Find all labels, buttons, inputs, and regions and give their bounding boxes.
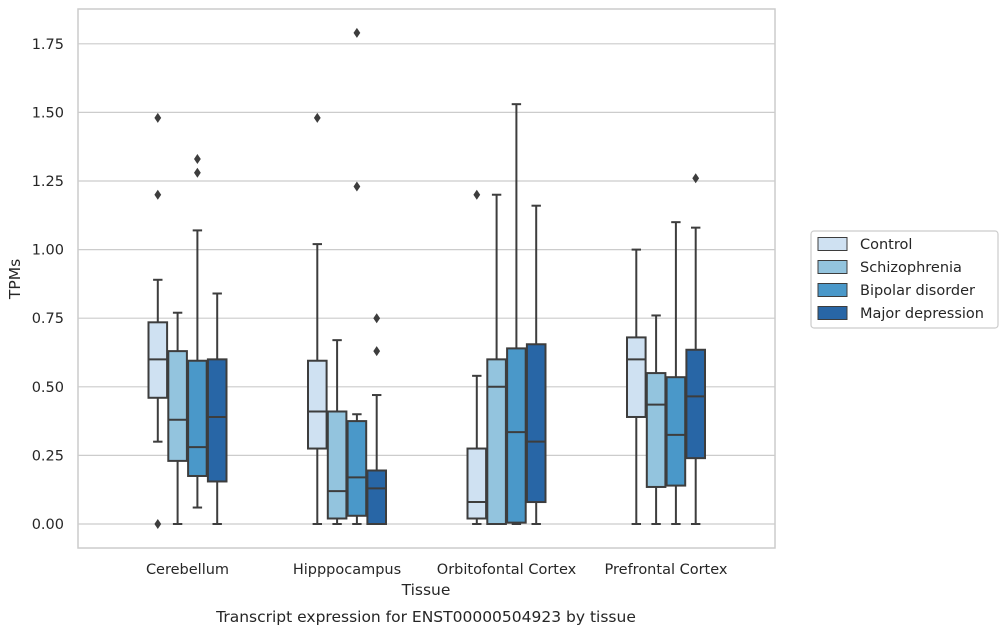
y-tick-label: 0.75 [32, 311, 64, 327]
box-iqr [366, 469, 387, 526]
y-tick-labels: 0.00 0.25 0.50 0.75 1.00 1.25 1.50 1.75 [32, 37, 64, 533]
box-control [466, 189, 488, 525]
box-iqr [206, 358, 228, 483]
box-bipolar-disorder [506, 103, 527, 525]
y-tick-label: 0.50 [32, 380, 64, 396]
box-iqr [167, 350, 188, 462]
box-major-depression [525, 204, 547, 525]
chart-caption: Transcript expression for ENST0000050492… [215, 608, 636, 626]
outlier-point [154, 189, 162, 200]
outlier-point [473, 189, 481, 200]
box-iqr [665, 376, 687, 487]
box-iqr [466, 447, 488, 520]
outlier-point [313, 112, 321, 123]
box-iqr [326, 410, 348, 520]
box-control [626, 248, 647, 525]
box-iqr [525, 343, 547, 504]
box-major-depression [366, 313, 387, 526]
legend-label: Major depression [860, 306, 984, 322]
x-axis-label: Tissue [401, 581, 451, 599]
outlier-point [692, 173, 700, 184]
box-schizophrenia [167, 311, 188, 525]
x-tick-label: Cerebellum [146, 562, 229, 578]
y-tick-label: 1.75 [32, 37, 64, 53]
box-iqr [506, 347, 527, 524]
legend-swatch [817, 237, 848, 251]
x-tick-label: Prefrontal Cortex [605, 562, 728, 578]
box-iqr [645, 372, 667, 488]
legend: Control Schizophrenia Bipolar disorder Majo… [810, 230, 999, 329]
y-tick-label: 0.25 [32, 448, 64, 464]
outlier-point [373, 313, 381, 324]
y-tick-label: 1.50 [32, 105, 64, 121]
y-tick-label: 0.00 [32, 517, 64, 533]
outlier-point [373, 346, 381, 357]
outlier-point [194, 167, 201, 178]
legend-swatch [817, 283, 848, 297]
box-major-depression [206, 292, 228, 525]
box-bipolar-disorder [665, 221, 687, 525]
outlier-point [154, 112, 162, 123]
x-tick-labels: Cerebellum Hipppocampus Orbitofontal Corte… [146, 562, 728, 578]
box-iqr [626, 336, 647, 418]
boxes-layer [147, 27, 707, 529]
box-bipolar-disorder [187, 154, 208, 509]
legend-swatch [817, 306, 848, 320]
box-major-depression [685, 173, 707, 525]
box-iqr [685, 348, 707, 460]
box-bipolar-disorder [346, 27, 368, 525]
outlier-point [154, 519, 162, 529]
outlier-point [353, 181, 361, 192]
outlier-point [353, 27, 361, 38]
legend-label: Control [860, 237, 912, 253]
box-iqr [346, 420, 368, 517]
box-iqr [187, 359, 208, 477]
y-axis-label: TPMs [6, 259, 24, 300]
legend-frame [810, 230, 999, 329]
box-schizophrenia [486, 193, 507, 525]
box-schizophrenia [326, 339, 348, 525]
outlier-point [194, 154, 201, 165]
legend-swatch [817, 260, 848, 274]
plot-frame [77, 8, 776, 549]
x-tick-label: Hipppocampus [293, 562, 401, 578]
x-tick-label: Orbitofontal Cortex [437, 562, 577, 578]
box-control [307, 112, 328, 525]
legend-label: Bipolar disorder [860, 283, 975, 299]
legend-label: Schizophrenia [860, 260, 962, 276]
y-tick-label: 1.25 [32, 174, 64, 190]
box-control [147, 112, 169, 529]
box-schizophrenia [645, 314, 667, 525]
box-iqr [307, 359, 328, 450]
box-iqr [486, 358, 507, 525]
y-tick-label: 1.00 [32, 243, 64, 259]
